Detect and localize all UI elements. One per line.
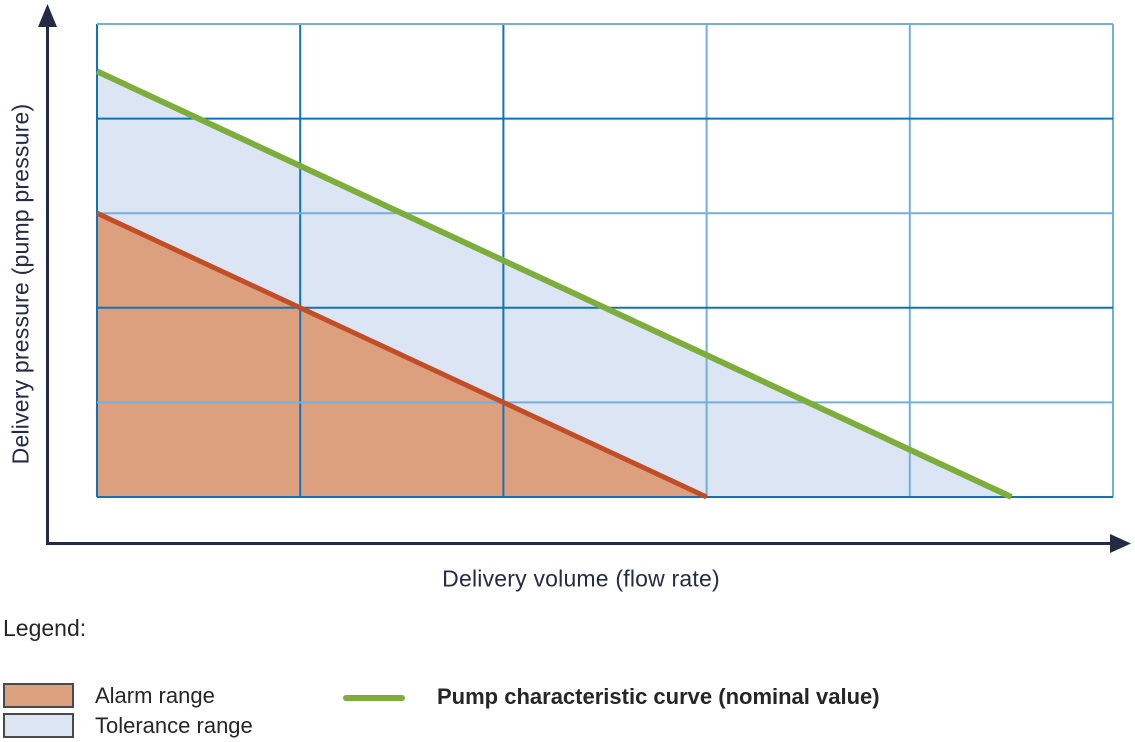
chart-series-lines bbox=[95, 68, 1013, 500]
alarm-range-swatch bbox=[3, 683, 74, 708]
tolerance-range-swatch bbox=[3, 713, 74, 738]
alarm-range-label: Alarm range bbox=[95, 683, 215, 708]
y-axis-arrowhead bbox=[38, 4, 57, 27]
nominal-curve-line bbox=[95, 68, 1013, 500]
x-axis-arrowhead bbox=[1110, 534, 1131, 553]
x-axis-label: Delivery volume (flow rate) bbox=[442, 565, 720, 592]
chart-svg bbox=[38, 4, 1131, 553]
alarm-boundary-line bbox=[95, 210, 708, 500]
y-axis-label: Delivery pressure (pump pressure) bbox=[7, 103, 34, 465]
chart-gridlines bbox=[96, 23, 1114, 498]
nominal-curve-label: Pump characteristic curve (nominal value… bbox=[437, 684, 880, 709]
axes bbox=[38, 4, 1131, 553]
tolerance-range-label: Tolerance range bbox=[95, 713, 253, 738]
nominal-curve-swatch bbox=[343, 695, 405, 701]
legend-title: Legend: bbox=[3, 615, 87, 641]
